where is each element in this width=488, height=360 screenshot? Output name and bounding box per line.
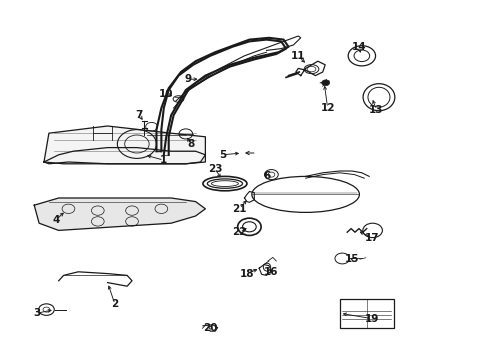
Polygon shape <box>44 126 205 164</box>
Text: 12: 12 <box>320 103 334 113</box>
Text: 8: 8 <box>187 139 194 149</box>
Text: 16: 16 <box>264 267 278 277</box>
Circle shape <box>321 80 329 86</box>
Text: 2: 2 <box>111 299 118 309</box>
Text: 6: 6 <box>263 171 269 181</box>
Text: 3: 3 <box>33 308 40 318</box>
Text: 14: 14 <box>351 42 366 52</box>
Text: 4: 4 <box>52 215 60 225</box>
Text: 22: 22 <box>232 227 246 237</box>
Bar <box>339 299 393 328</box>
Text: 15: 15 <box>344 254 359 264</box>
Text: 10: 10 <box>159 89 173 99</box>
Text: 17: 17 <box>364 233 378 243</box>
Text: 18: 18 <box>239 269 254 279</box>
Text: 20: 20 <box>203 323 217 333</box>
Text: 5: 5 <box>219 150 225 160</box>
Text: 11: 11 <box>290 51 305 61</box>
Text: 1: 1 <box>160 155 167 165</box>
Text: 21: 21 <box>232 204 246 214</box>
Text: 7: 7 <box>135 110 143 120</box>
Text: 23: 23 <box>207 164 222 174</box>
Text: 19: 19 <box>364 314 378 324</box>
Polygon shape <box>34 198 205 230</box>
Text: 13: 13 <box>368 105 383 115</box>
Text: 9: 9 <box>184 74 191 84</box>
